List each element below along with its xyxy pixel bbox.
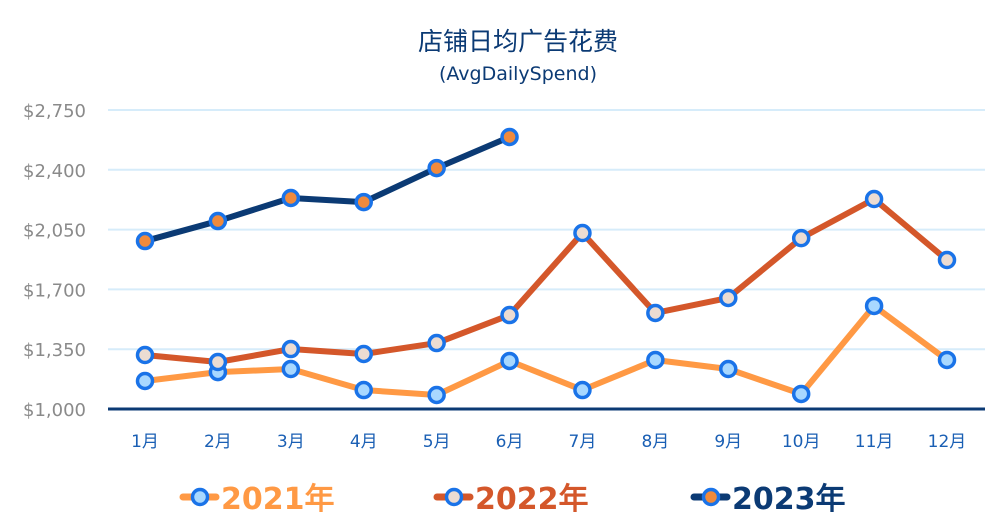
- data-point: [354, 380, 373, 400]
- data-point: [646, 350, 665, 370]
- data-point: [427, 385, 446, 405]
- data-point: [135, 345, 155, 365]
- data-point: [208, 352, 228, 372]
- data-point: [719, 359, 738, 379]
- y-tick-label: $1,700: [23, 280, 86, 301]
- data-point: [281, 339, 301, 359]
- y-tick-label: $2,400: [23, 161, 86, 182]
- x-tick-label: 4月: [350, 432, 378, 452]
- y-tick-label: $1,350: [23, 340, 86, 361]
- x-tick-label: 3月: [277, 432, 305, 452]
- data-point: [500, 127, 519, 147]
- data-point: [135, 371, 155, 391]
- data-point: [500, 351, 519, 371]
- series-line-2021年: [142, 302, 950, 398]
- y-tick-label: $1,000: [23, 400, 86, 421]
- data-point: [427, 158, 446, 178]
- data-point: [281, 359, 301, 379]
- data-point: [427, 333, 446, 353]
- x-tick-label: 11月: [855, 432, 894, 452]
- x-tick-label: 6月: [496, 432, 524, 452]
- legend-marker: [190, 487, 210, 507]
- data-point: [281, 188, 301, 208]
- data-point: [573, 380, 592, 400]
- data-point: [937, 350, 957, 370]
- legend-label: 2022年: [475, 482, 589, 517]
- data-point: [719, 288, 738, 308]
- data-point: [937, 250, 957, 270]
- y-tick-label: $2,050: [23, 221, 86, 242]
- x-tick-label: 9月: [714, 432, 742, 452]
- data-point: [354, 192, 373, 212]
- series-line-2023年: [142, 133, 513, 245]
- data-point: [791, 384, 811, 404]
- data-point: [573, 223, 592, 243]
- chart-subtitle: (AvgDailySpend): [439, 63, 597, 85]
- legend-marker: [444, 487, 464, 507]
- y-tick-label: $2,750: [23, 101, 86, 122]
- legend-label: 2023年: [732, 482, 846, 517]
- x-tick-label: 1月: [131, 432, 159, 452]
- x-tick-label: 5月: [423, 432, 451, 452]
- data-point: [208, 211, 228, 231]
- data-point: [354, 344, 373, 364]
- chart-title: 店铺日均广告花费: [418, 27, 618, 56]
- x-tick-label: 12月: [928, 432, 967, 452]
- x-tick-label: 10月: [782, 432, 821, 452]
- data-point: [864, 296, 884, 316]
- legend-marker: [701, 487, 721, 507]
- data-point: [791, 228, 811, 248]
- x-tick-label: 7月: [569, 432, 597, 452]
- x-tick-label: 8月: [641, 432, 669, 452]
- x-tick-label: 2月: [204, 432, 232, 452]
- data-point: [864, 189, 884, 209]
- legend-label: 2021年: [221, 482, 335, 517]
- data-point: [500, 305, 519, 325]
- data-point: [135, 231, 155, 251]
- data-point: [646, 303, 665, 323]
- series-line-2022年: [142, 196, 950, 366]
